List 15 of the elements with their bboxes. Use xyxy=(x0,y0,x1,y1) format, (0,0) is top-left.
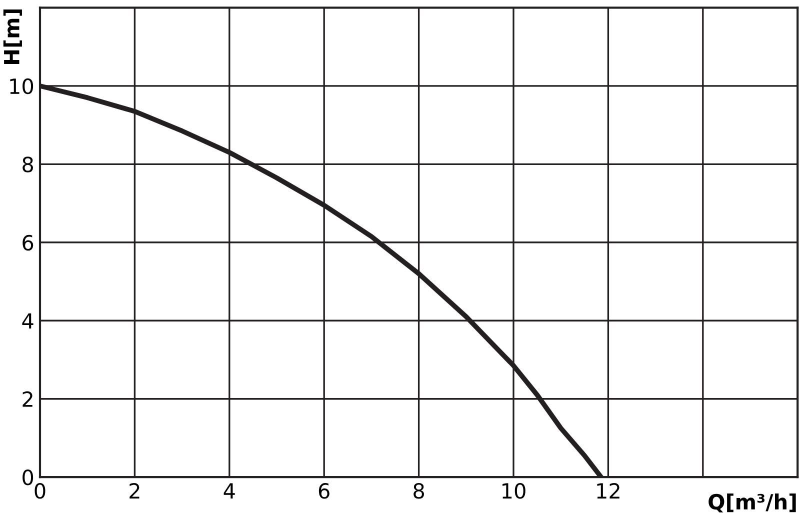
x-tick-label: 0 xyxy=(34,483,46,499)
y-tick-label: 10 xyxy=(10,78,34,94)
x-tick-label: 4 xyxy=(224,483,235,498)
x-tick-label: 8 xyxy=(414,483,424,499)
x-tick-label: 2 xyxy=(130,483,140,498)
x-tick-label: 10 xyxy=(502,483,526,499)
y-tick-label: 4 xyxy=(22,313,34,329)
y-axis-title: H[m] xyxy=(3,9,22,64)
y-tick-label: 0 xyxy=(22,470,34,486)
x-tick-label: 12 xyxy=(597,483,620,498)
x-tick-label: 6 xyxy=(318,483,330,499)
y-tick-label: 2 xyxy=(22,391,32,407)
y-tick-label: 6 xyxy=(22,234,34,251)
y-tick-label: 8 xyxy=(22,156,34,172)
x-axis-title: Q[m³/h] xyxy=(708,494,796,512)
